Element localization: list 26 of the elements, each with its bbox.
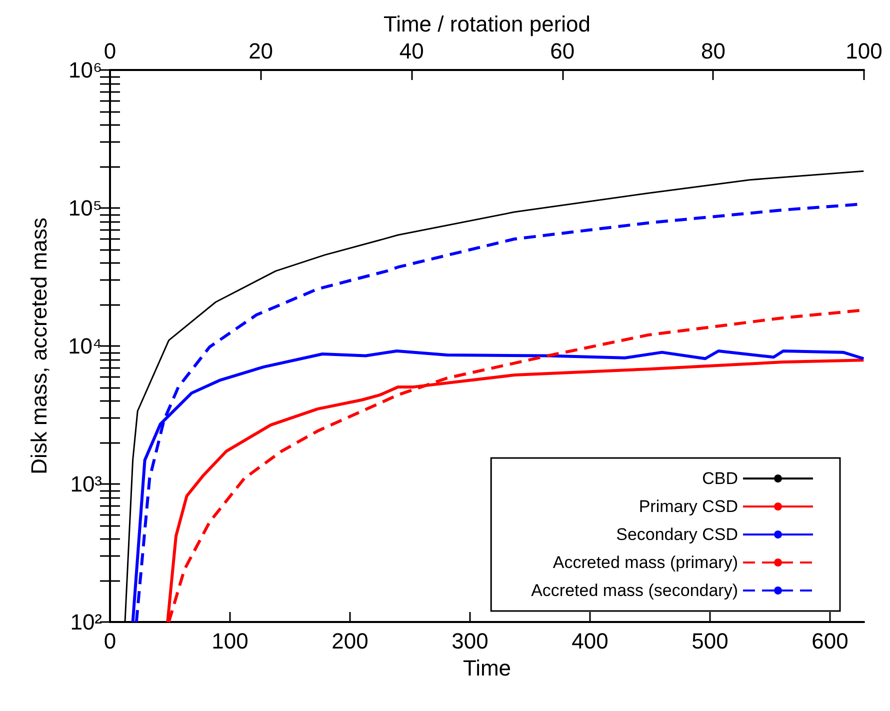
x2-tick-label: 100 xyxy=(846,38,882,64)
x-axis-title: Time xyxy=(462,655,512,680)
legend-label: Primary CSD xyxy=(638,497,738,516)
x-tick-label: 0 xyxy=(104,628,116,654)
x2-tick-label: 60 xyxy=(550,38,575,64)
x2-tick-label: 0 xyxy=(104,38,116,64)
legend-label: Accreted mass (primary) xyxy=(552,553,738,572)
legend-label: Accreted mass (secondary) xyxy=(531,581,738,600)
x2-tick-label: 80 xyxy=(700,38,726,64)
x-tick-label: 400 xyxy=(572,628,608,654)
x-tick-label: 600 xyxy=(812,628,848,654)
legend-label: Secondary CSD xyxy=(616,525,738,544)
y-tick-label: 10² xyxy=(70,610,102,634)
y-tick-label: 10⁵ xyxy=(68,196,102,220)
x2-tick-label: 20 xyxy=(248,38,274,64)
y-tick-label: 10⁴ xyxy=(68,334,102,358)
x-tick-label: 500 xyxy=(692,628,728,654)
x-tick-label: 100 xyxy=(212,628,248,654)
x-tick-label: 200 xyxy=(332,628,368,654)
y-tick-label: 10⁶ xyxy=(68,58,102,82)
x-tick-label: 300 xyxy=(452,628,488,654)
y-tick-label: 10³ xyxy=(70,472,102,496)
y-axis-title: Disk mass, accreted mass xyxy=(26,218,52,474)
x2-tick-label: 40 xyxy=(399,38,424,64)
legend-label: CBD xyxy=(702,469,738,488)
x2-axis-title: Time / rotation period xyxy=(383,12,591,37)
